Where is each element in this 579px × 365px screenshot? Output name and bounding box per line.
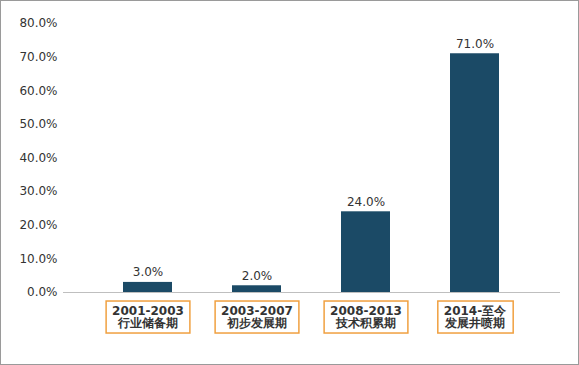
svg-text:60.0%: 60.0%: [19, 84, 57, 98]
svg-text:30.0%: 30.0%: [19, 184, 57, 198]
svg-text:2008-2013技术积累期: 2008-2013技术积累期: [330, 304, 402, 330]
svg-text:50.0%: 50.0%: [19, 117, 57, 131]
svg-text:2001-2003行业储备期: 2001-2003行业储备期: [112, 304, 184, 330]
svg-text:40.0%: 40.0%: [19, 151, 57, 165]
svg-text:2014-至今发展井喷期: 2014-至今发展井喷期: [444, 304, 507, 330]
svg-text:2.0%: 2.0%: [242, 269, 273, 283]
svg-text:24.0%: 24.0%: [347, 195, 385, 209]
svg-text:70.0%: 70.0%: [19, 50, 57, 64]
svg-text:20.0%: 20.0%: [19, 218, 57, 232]
svg-text:10.0%: 10.0%: [19, 252, 57, 266]
svg-text:0.0%: 0.0%: [27, 285, 58, 299]
svg-text:80.0%: 80.0%: [19, 16, 57, 30]
svg-text:71.0%: 71.0%: [456, 37, 494, 51]
svg-text:3.0%: 3.0%: [133, 265, 164, 279]
svg-text:2003-2007初步发展期: 2003-2007初步发展期: [221, 304, 293, 330]
